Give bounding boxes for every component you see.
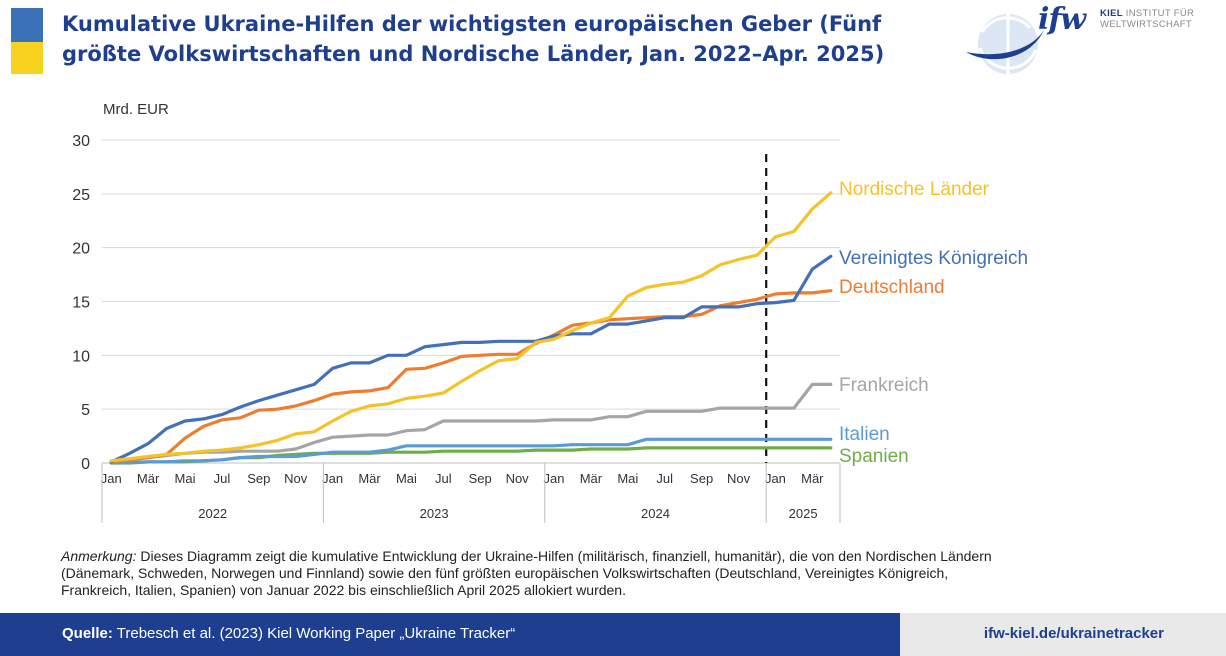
y-axis-label: Mrd. EUR [103, 101, 169, 118]
x-tick-label: Jul [214, 471, 231, 486]
y-tick-label: 30 [72, 133, 90, 150]
year-label: 2023 [420, 506, 449, 521]
x-tick-label: Mai [396, 471, 417, 486]
x-tick-label: Nov [506, 471, 530, 486]
y-tick-label: 10 [72, 348, 90, 365]
globe-logo-icon [966, 14, 1044, 74]
x-tick-label: Jul [435, 471, 452, 486]
series-line-2 [109, 289, 833, 464]
x-tick-label: Nov [727, 471, 751, 486]
year-label: 2024 [641, 506, 670, 521]
logo-wordmark: ifw [1038, 2, 1086, 37]
y-tick-label: 0 [81, 456, 90, 473]
y-tick-label: 20 [72, 241, 90, 258]
x-tick-label: Sep [469, 471, 492, 486]
flag-yellow-stripe [11, 42, 43, 74]
source-url-link[interactable]: ifw-kiel.de/ukrainetracker [983, 625, 1164, 642]
series-label: Spanien [839, 446, 909, 467]
x-tick-label: Jul [656, 471, 673, 486]
x-tick-label: Mär [580, 471, 603, 486]
x-tick-label: Mär [801, 471, 824, 486]
series-line-1 [109, 254, 833, 464]
series-label: Vereinigtes Königreich [839, 248, 1028, 269]
y-tick-label: 15 [72, 295, 90, 312]
x-tick-label: Jan [765, 471, 786, 486]
series-label: Nordische Länder [839, 179, 990, 200]
x-tick-label: Nov [284, 471, 308, 486]
series-line-4 [109, 437, 833, 465]
year-label: 2025 [789, 506, 818, 521]
series-label: Frankreich [839, 375, 929, 396]
series-label: Deutschland [839, 277, 945, 298]
x-tick-label: Jan [322, 471, 343, 486]
y-tick-label: 25 [72, 187, 90, 204]
chart-note: Anmerkung: Dieses Diagramm zeigt die kum… [61, 548, 1021, 599]
x-tick-label: Mai [617, 471, 638, 486]
series-label: Italien [839, 424, 890, 445]
source-citation: Quelle: Trebesch et al. (2023) Kiel Work… [62, 625, 516, 642]
x-tick-label: Mär [137, 471, 160, 486]
x-tick-label: Jan [544, 471, 565, 486]
x-tick-label: Mai [175, 471, 196, 486]
y-tick-label: 5 [81, 402, 90, 419]
logo-institute-name: KIEL INSTITUT FÜR WELTWIRTSCHAFT [1100, 8, 1195, 30]
note-label: Anmerkung: [61, 548, 137, 564]
x-tick-label: Jan [101, 471, 122, 486]
year-label: 2022 [198, 506, 227, 521]
x-tick-label: Sep [247, 471, 270, 486]
x-tick-label: Sep [690, 471, 713, 486]
flag-blue-stripe [11, 8, 43, 42]
note-text: Dieses Diagramm zeigt die kumulative Ent… [61, 548, 992, 598]
series-line-3 [109, 382, 833, 464]
series-line-0 [109, 191, 833, 463]
chart-title: Kumulative Ukraine-Hilfen der wichtigste… [62, 12, 885, 66]
footer-bar: Quelle: Trebesch et al. (2023) Kiel Work… [0, 613, 1226, 656]
x-tick-label: Mär [358, 471, 381, 486]
